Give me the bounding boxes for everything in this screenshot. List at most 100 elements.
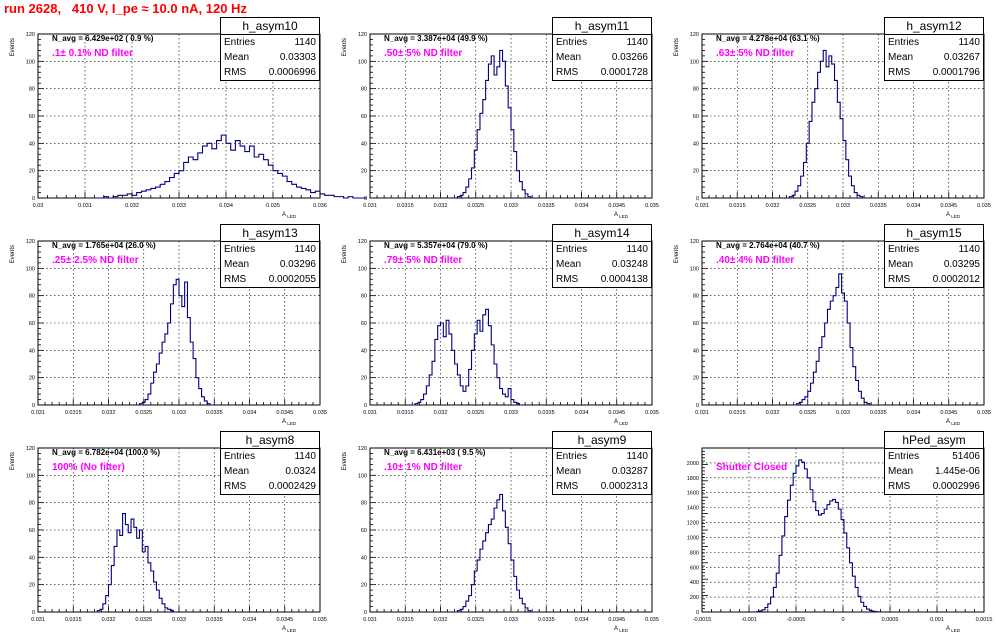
x-tick-label: 0.0345 (608, 617, 625, 623)
histogram-bin (311, 193, 316, 198)
histogram-bin (514, 402, 517, 405)
histogram-bin (466, 386, 469, 405)
x-tick-label: 0.0315 (65, 617, 82, 623)
histogram-bin (806, 143, 809, 198)
n-avg-label: N_avg = 2.764e+04 (40.7 %) (716, 241, 820, 250)
x-tick-label: 0.0325 (799, 410, 816, 416)
histogram-bin (837, 102, 840, 198)
histogram-bin (788, 500, 791, 612)
histogram-bin (864, 402, 867, 405)
histogram-bin (505, 86, 508, 198)
stat-label: RMS (888, 272, 910, 287)
x-tick-label: 0.035 (977, 410, 991, 416)
stat-value: 0.0002429 (269, 479, 316, 494)
x-tick-label: 0.033 (172, 203, 186, 209)
x-axis-label: A LED (614, 419, 629, 426)
histogram-bin (193, 160, 198, 198)
histogram-bin (528, 611, 531, 612)
histogram-bin (511, 400, 514, 405)
histogram-bin (854, 193, 857, 198)
n-avg-label: N_avg = 4.278e+04 (63.1 %) (716, 34, 820, 43)
stat-label: Entries (224, 35, 255, 50)
x-tick-label: 0.033 (172, 617, 186, 623)
y-tick-label: 80 (361, 87, 367, 93)
y-tick-label: 100 (358, 473, 367, 479)
y-tick-label: 1600 (687, 491, 699, 497)
histogram-bin (245, 152, 250, 198)
x-tick-label: 0.0325 (135, 410, 152, 416)
x-tick-label: 0.031 (695, 410, 709, 416)
histogram-bin (816, 511, 819, 612)
histogram-bin (259, 154, 264, 198)
histogram-bin (852, 576, 855, 612)
histogram-bin (162, 342, 165, 405)
x-tick-label: 0.031 (31, 410, 45, 416)
y-tick-label: 1000 (687, 535, 699, 541)
histogram-bin (486, 80, 489, 198)
histogram-bin (856, 380, 859, 405)
histogram-bin (486, 533, 489, 612)
stat-box-title: h_asym14 (553, 225, 651, 242)
histogram-bin (268, 165, 273, 198)
x-tick-label: 0.0315 (397, 410, 414, 416)
stat-value: 0.0001796 (933, 65, 980, 80)
histogram-bin (435, 339, 438, 405)
x-tick-label: 0.032 (434, 203, 448, 209)
histogram-bin (850, 563, 853, 612)
y-tick-label: 40 (361, 555, 367, 561)
histogram-bin (494, 75, 497, 198)
x-tick-label: 0.033 (504, 410, 518, 416)
y-tick-label: 20 (29, 376, 35, 382)
y-axis-label: Events (10, 38, 16, 56)
y-axis-label: Events (10, 245, 16, 263)
histogram-bin (497, 378, 500, 405)
histogram-bin (469, 179, 472, 198)
x-axis-label: A LED (282, 212, 297, 219)
histogram-bin (146, 190, 151, 198)
stat-value: 0.0006996 (269, 65, 316, 80)
x-tick-label: 0.032 (766, 410, 780, 416)
y-tick-label: 80 (693, 87, 699, 93)
y-tick-label: 200 (690, 595, 699, 601)
filter-label: .25± 2.5% ND filter (52, 255, 139, 266)
y-tick-label: 1400 (687, 506, 699, 512)
histogram-bin (508, 108, 511, 198)
filter-label: .1± 0.1% ND filter (52, 48, 133, 59)
histogram-bin (514, 576, 517, 612)
stat-value: 0.03296 (280, 257, 316, 272)
histogram-bin (759, 611, 762, 612)
x-tick-label: 0.001 (930, 617, 944, 623)
x-tick-label: 0.03 (33, 203, 44, 209)
x-tick-label: 0.0345 (276, 617, 293, 623)
x-tick-label: -0.001 (741, 617, 757, 623)
histogram-bin (174, 173, 179, 198)
histogram-bin (829, 56, 832, 198)
x-tick-label: 0.0345 (276, 410, 293, 416)
y-tick-label: 0 (364, 196, 367, 202)
histogram-bin (483, 315, 486, 405)
n-avg-label: N_avg = 6.431e+03 ( 9.5 %) (384, 448, 485, 457)
stat-value: 0.0002012 (933, 272, 980, 287)
histogram-bin (503, 61, 506, 198)
histogram-bin (488, 64, 491, 198)
stat-value: 51406 (952, 449, 980, 464)
histogram-bin (154, 582, 157, 612)
y-tick-label: 80 (29, 501, 35, 507)
y-tick-label: 60 (361, 321, 367, 327)
y-tick-label: 0 (364, 610, 367, 616)
histogram-bin (798, 186, 801, 198)
histogram-bin (106, 596, 109, 612)
histogram-bin (517, 171, 520, 198)
y-tick-label: 40 (361, 141, 367, 147)
histogram-bin (488, 525, 491, 612)
y-tick-label: 100 (26, 473, 35, 479)
histogram-bin (325, 195, 330, 198)
y-tick-label: 40 (361, 348, 367, 354)
stat-value: 1140 (294, 449, 316, 464)
histogram-bin (137, 538, 140, 612)
